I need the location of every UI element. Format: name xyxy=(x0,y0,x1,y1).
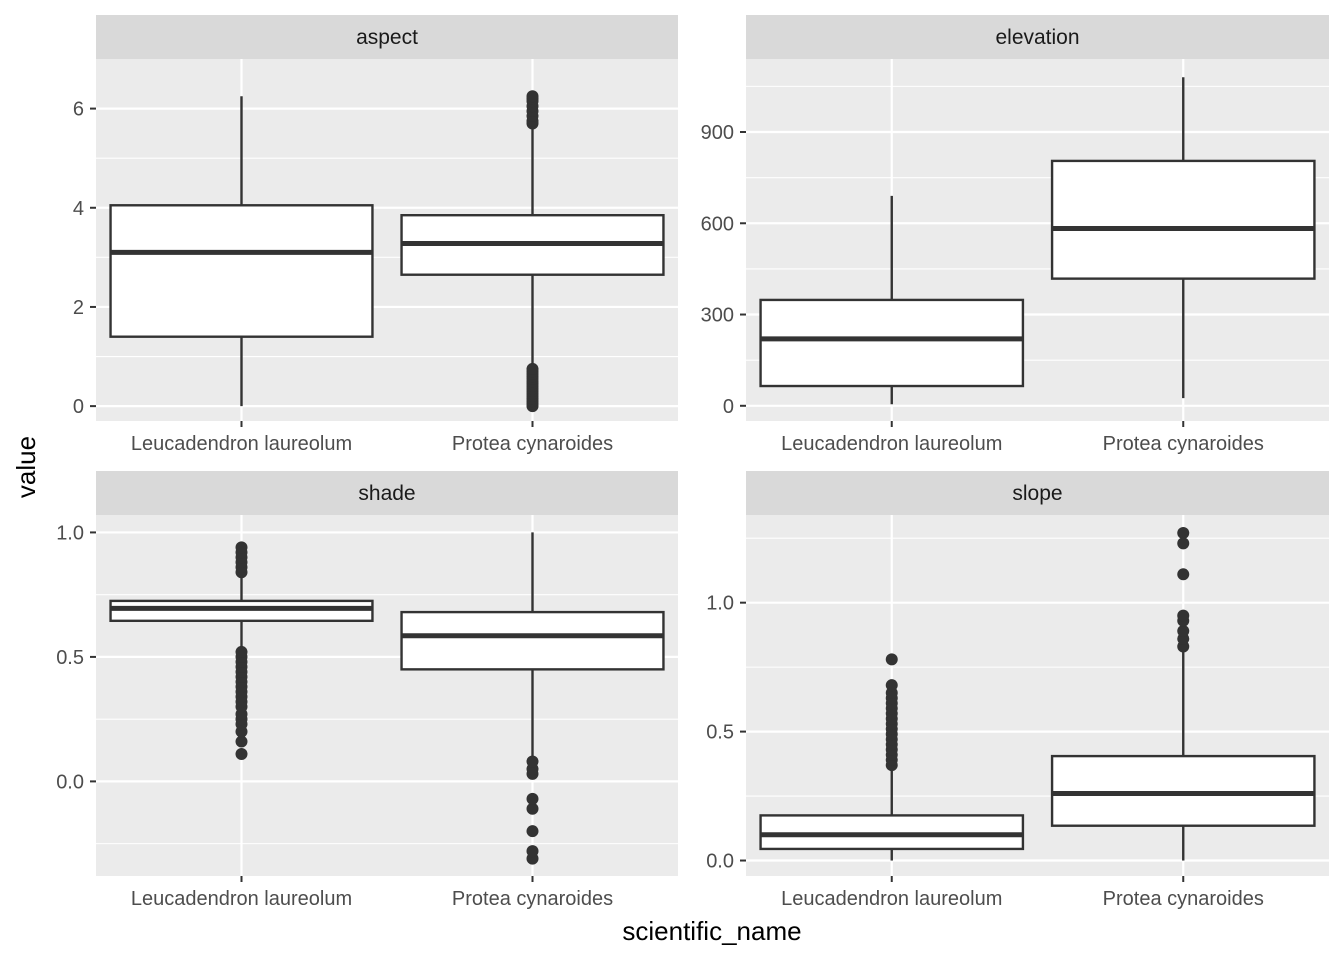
x-tick-label: Protea cynaroides xyxy=(452,433,613,455)
boxplot-leucadendron-laureolum xyxy=(759,653,1025,861)
facet-panel-shade: shade 0.0 0.5 1.0 Leucadendron laureolum Prot… xyxy=(56,471,678,910)
x-tick-label: Protea cynaroides xyxy=(452,888,613,910)
outlier-point xyxy=(526,802,539,815)
outlier-point xyxy=(1177,625,1190,638)
outlier-point xyxy=(235,748,248,761)
x-tick-label: Leucadendron laureolum xyxy=(131,888,352,910)
y-tick-label: 0.5 xyxy=(706,722,734,744)
outlier-point xyxy=(526,845,539,858)
facet-strip-label: elevation xyxy=(995,26,1079,49)
y-tick-label: 6 xyxy=(73,99,84,121)
panel-background xyxy=(96,515,678,876)
outlier-point xyxy=(1177,527,1190,540)
box-iqr xyxy=(759,814,1025,851)
box-iqr xyxy=(759,298,1025,388)
x-tick-label: Leucadendron laureolum xyxy=(781,888,1002,910)
outlier-point xyxy=(526,755,539,768)
y-tick-label: 2 xyxy=(73,297,84,319)
y-axis-title: value xyxy=(11,436,41,498)
outlier-point xyxy=(526,792,539,805)
x-tick-label: Protea cynaroides xyxy=(1103,433,1264,455)
x-tick-label: Protea cynaroides xyxy=(1103,888,1264,910)
facet-panel-slope: slope 0.0 0.5 1.0 Leucadendron laureolum Prot… xyxy=(706,471,1329,910)
y-tick-label: 300 xyxy=(701,305,734,327)
boxplot-protea-cynaroides xyxy=(400,532,665,865)
y-tick-label: 1.0 xyxy=(706,593,734,615)
boxplot-protea-cynaroides xyxy=(1050,527,1316,861)
box-iqr xyxy=(1050,159,1316,280)
outlier-point xyxy=(1177,537,1190,550)
outlier-point xyxy=(526,362,539,375)
y-tick-label: 900 xyxy=(701,122,734,144)
facet-strip-label: aspect xyxy=(356,26,418,49)
facet-strip xyxy=(96,15,678,59)
y-tick-label: 0 xyxy=(723,396,734,418)
boxplot-leucadendron-laureolum xyxy=(109,541,374,761)
x-tick-label: Leucadendron laureolum xyxy=(781,433,1002,455)
facet-panel-elevation: elevation 0 300 600 900 Leucadendron laureolu… xyxy=(701,15,1329,455)
boxplot-protea-cynaroides xyxy=(1050,77,1316,399)
box-iqr xyxy=(109,204,374,338)
facet-panels: aspect 0 2 4 6 Leucadendron laureolum Protea c… xyxy=(56,15,1329,910)
y-tick-label: 4 xyxy=(73,198,84,220)
outlier-point xyxy=(235,645,248,658)
y-tick-label: 0.0 xyxy=(706,851,734,873)
boxplot-leucadendron-laureolum xyxy=(759,195,1025,405)
boxplot-protea-cynaroides xyxy=(400,90,665,413)
facet-strip xyxy=(746,15,1329,59)
outlier-point xyxy=(526,825,539,838)
box-iqr xyxy=(1050,754,1316,827)
outlier-point xyxy=(235,735,248,748)
facet-strip xyxy=(96,471,678,515)
facet-strip-label: slope xyxy=(1012,482,1062,505)
facet-panel-aspect: aspect 0 2 4 6 Leucadendron laureolum Protea c… xyxy=(73,15,678,455)
facet-strip-label: shade xyxy=(358,482,415,505)
outlier-point xyxy=(1177,568,1190,581)
y-tick-label: 0.0 xyxy=(56,771,84,793)
outlier-point xyxy=(1177,609,1190,622)
x-tick-label: Leucadendron laureolum xyxy=(131,433,352,455)
x-axis-title: scientific_name xyxy=(622,916,801,946)
box-iqr xyxy=(400,610,665,671)
outlier-point xyxy=(526,90,539,103)
outlier-point xyxy=(235,541,248,554)
outlier-point xyxy=(885,679,898,692)
y-tick-label: 0.5 xyxy=(56,647,84,669)
facet-strip xyxy=(746,471,1329,515)
y-tick-label: 600 xyxy=(701,213,734,235)
y-tick-label: 0 xyxy=(73,396,84,418)
y-tick-label: 1.0 xyxy=(56,522,84,544)
boxplot-leucadendron-laureolum xyxy=(109,96,374,407)
outlier-point xyxy=(885,653,898,666)
